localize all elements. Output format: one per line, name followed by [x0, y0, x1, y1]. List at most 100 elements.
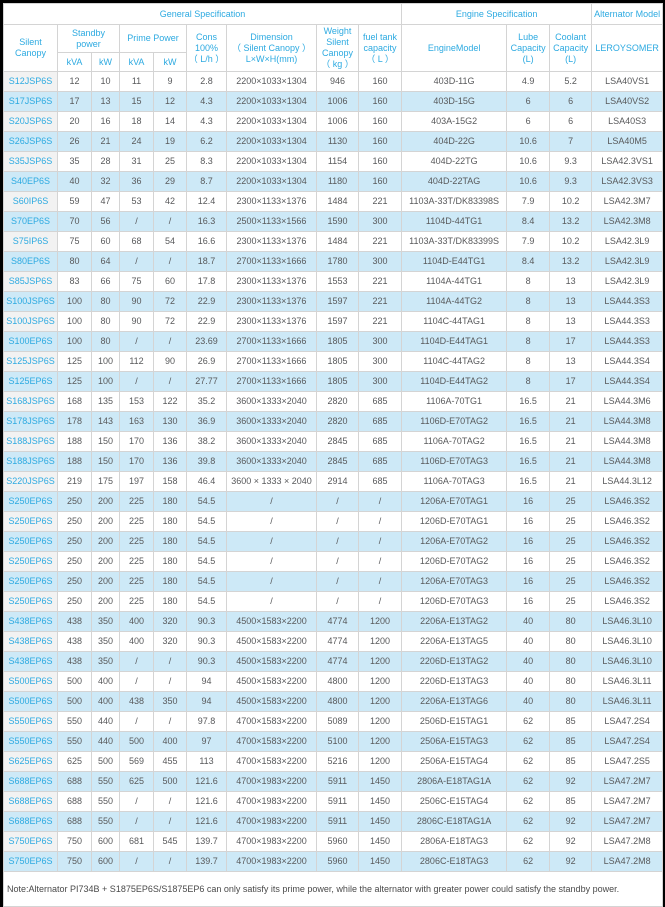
spec-cell: 550: [91, 791, 120, 812]
model-link[interactable]: S500EP6S: [3, 691, 58, 712]
spec-cell: 62: [506, 731, 551, 752]
spec-cell: 400: [91, 691, 120, 712]
model-link[interactable]: S550EP6S: [3, 731, 58, 752]
spec-cell: 7.9: [506, 191, 551, 212]
spec-cell: 300: [357, 371, 403, 392]
model-link[interactable]: S438EP6S: [3, 631, 58, 652]
spec-cell: LSA46.3L10: [591, 651, 664, 672]
model-link[interactable]: S40EP6S: [3, 171, 58, 192]
spec-cell: LSA42.3VS3: [591, 171, 664, 192]
model-link[interactable]: S625EP6S: [3, 751, 58, 772]
spec-cell: 4500×1583×2200: [226, 631, 317, 652]
spec-cell: 139.7: [186, 851, 227, 872]
model-link[interactable]: S250EP6S: [3, 591, 58, 612]
model-link[interactable]: S75IP6S: [3, 231, 58, 252]
table-row: S438EP6S 438 350//90.3 4500×1583×2200 4774 12…: [3, 651, 664, 672]
spec-cell: 1104D-44TG1: [401, 211, 508, 232]
model-link[interactable]: S250EP6S: [3, 491, 58, 512]
model-link[interactable]: S500EP6S: [3, 671, 58, 692]
spec-cell: 18: [119, 111, 154, 132]
model-link[interactable]: S35JSP6S: [3, 151, 58, 172]
header-prime-kva: kVA: [119, 52, 154, 72]
spec-cell: 17: [549, 371, 593, 392]
spec-cell: 90: [119, 311, 154, 332]
model-link[interactable]: S125EP6S: [3, 371, 58, 392]
model-link[interactable]: S178JSP6S: [3, 411, 58, 432]
model-link[interactable]: S188JSP6S: [3, 451, 58, 472]
spec-cell: 60: [153, 271, 187, 292]
spec-cell: 160: [357, 71, 403, 92]
model-link[interactable]: S168JSP6S: [3, 391, 58, 412]
spec-cell: 168: [57, 391, 92, 412]
spec-cell: 688: [57, 811, 92, 832]
spec-cell: LSA47.2M8: [591, 851, 664, 872]
model-link[interactable]: S188JSP6S: [3, 431, 58, 452]
model-link[interactable]: S220JSP6S: [3, 471, 58, 492]
spec-cell: /: [119, 211, 154, 232]
spec-cell: 2506D-E15TAG1: [401, 711, 508, 732]
table-row: S100JSP6S 100 80 90 72 22.9 2300×1133×1376 1597…: [3, 311, 664, 332]
spec-cell: 21: [549, 431, 593, 452]
table-row: S125EP6S 125 100//27.77 2700×1133×1666 1805 3…: [3, 371, 664, 392]
model-link[interactable]: S750EP6S: [3, 831, 58, 852]
spec-cell: 1484: [316, 191, 359, 212]
model-link[interactable]: S688EP6S: [3, 811, 58, 832]
spec-cell: 20: [57, 111, 92, 132]
model-link[interactable]: S438EP6S: [3, 611, 58, 632]
spec-cell: 53: [119, 191, 154, 212]
spec-cell: 1597: [316, 311, 359, 332]
spec-cell: 16: [506, 591, 551, 612]
spec-cell: 70: [57, 211, 92, 232]
model-link[interactable]: S125JSP6S: [3, 351, 58, 372]
spec-cell: 225: [119, 511, 154, 532]
spec-cell: 225: [119, 591, 154, 612]
model-link[interactable]: S250EP6S: [3, 571, 58, 592]
model-link[interactable]: S250EP6S: [3, 511, 58, 532]
spec-cell: /: [153, 211, 187, 232]
model-link[interactable]: S85JSP6S: [3, 271, 58, 292]
model-link[interactable]: S100JSP6S: [3, 291, 58, 312]
spec-cell: 438: [57, 631, 92, 652]
header-silent-canopy: Silent Canopy: [3, 24, 58, 72]
model-link[interactable]: S750EP6S: [3, 851, 58, 872]
model-link[interactable]: S550EP6S: [3, 711, 58, 732]
model-link[interactable]: S250EP6S: [3, 531, 58, 552]
spec-cell: LSA44.3S4: [591, 371, 664, 392]
model-link[interactable]: S100EP6S: [3, 331, 58, 352]
model-link[interactable]: S438EP6S: [3, 651, 58, 672]
model-link[interactable]: S70EP6S: [3, 211, 58, 232]
table-row: S188JSP6S 188 150 170 136 39.8 3600×1333×2040 2…: [3, 451, 664, 472]
spec-cell: 62: [506, 851, 551, 872]
model-link[interactable]: S250EP6S: [3, 551, 58, 572]
spec-cell: 10.2: [549, 191, 593, 212]
model-link[interactable]: S688EP6S: [3, 771, 58, 792]
model-link[interactable]: S100JSP6S: [3, 311, 58, 332]
model-link[interactable]: S60IP6S: [3, 191, 58, 212]
spec-cell: 23.69: [186, 331, 227, 352]
spec-cell: LSA44.3S3: [591, 311, 664, 332]
table-row: S100EP6S 100 80//23.69 2700×1133×1666 1805 30…: [3, 331, 664, 352]
spec-cell: 16.3: [186, 211, 227, 232]
model-link[interactable]: S12JSP6S: [3, 71, 58, 92]
spec-cell: LSA46.3S2: [591, 571, 664, 592]
spec-cell: 1200: [357, 631, 403, 652]
spec-cell: 62: [506, 771, 551, 792]
model-link[interactable]: S20JSP6S: [3, 111, 58, 132]
model-link[interactable]: S80EP6S: [3, 251, 58, 272]
spec-cell: /: [357, 571, 403, 592]
spec-cell: 11: [119, 71, 154, 92]
spec-cell: LSA44.3S3: [591, 331, 664, 352]
spec-cell: 750: [57, 831, 92, 852]
spec-cell: 250: [57, 551, 92, 572]
spec-cell: 1103A-33T/DK83399S: [401, 231, 508, 252]
model-link[interactable]: S26JSP6S: [3, 131, 58, 152]
spec-cell: 180: [153, 551, 187, 572]
spec-cell: 8.4: [506, 211, 551, 232]
spec-cell: 1450: [357, 771, 403, 792]
spec-cell: 25: [549, 571, 593, 592]
spec-cell: /: [226, 531, 317, 552]
model-link[interactable]: S688EP6S: [3, 791, 58, 812]
model-link[interactable]: S17JSP6S: [3, 91, 58, 112]
spec-cell: 130: [153, 411, 187, 432]
spec-cell: 80: [549, 611, 593, 632]
